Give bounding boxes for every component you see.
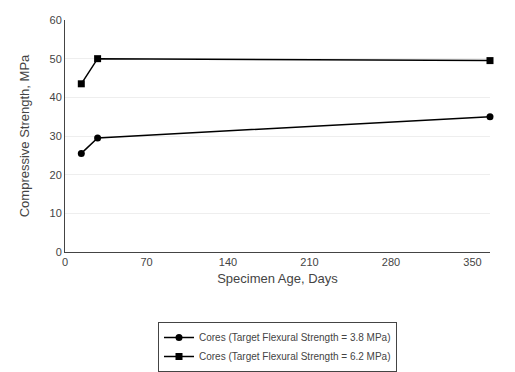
- svg-text:280: 280: [382, 256, 400, 268]
- svg-text:350: 350: [463, 256, 481, 268]
- svg-text:30: 30: [50, 130, 62, 142]
- svg-text:Specimen Age, Days: Specimen Age, Days: [217, 271, 338, 286]
- svg-text:40: 40: [50, 91, 62, 103]
- svg-text:Cores (Target Flexural Strengt: Cores (Target Flexural Strength = 3.8 MP…: [199, 332, 390, 343]
- svg-text:210: 210: [300, 256, 318, 268]
- svg-text:Compressive Strength, MPa: Compressive Strength, MPa: [17, 54, 32, 217]
- svg-text:70: 70: [140, 256, 152, 268]
- svg-text:50: 50: [50, 53, 62, 65]
- svg-text:0: 0: [62, 256, 68, 268]
- svg-text:20: 20: [50, 169, 62, 181]
- svg-text:140: 140: [219, 256, 237, 268]
- svg-text:60: 60: [50, 14, 62, 26]
- svg-text:Cores (Target Flexural Strengt: Cores (Target Flexural Strength = 6.2 MP…: [199, 351, 390, 362]
- svg-text:0: 0: [56, 246, 62, 258]
- svg-text:10: 10: [50, 207, 62, 219]
